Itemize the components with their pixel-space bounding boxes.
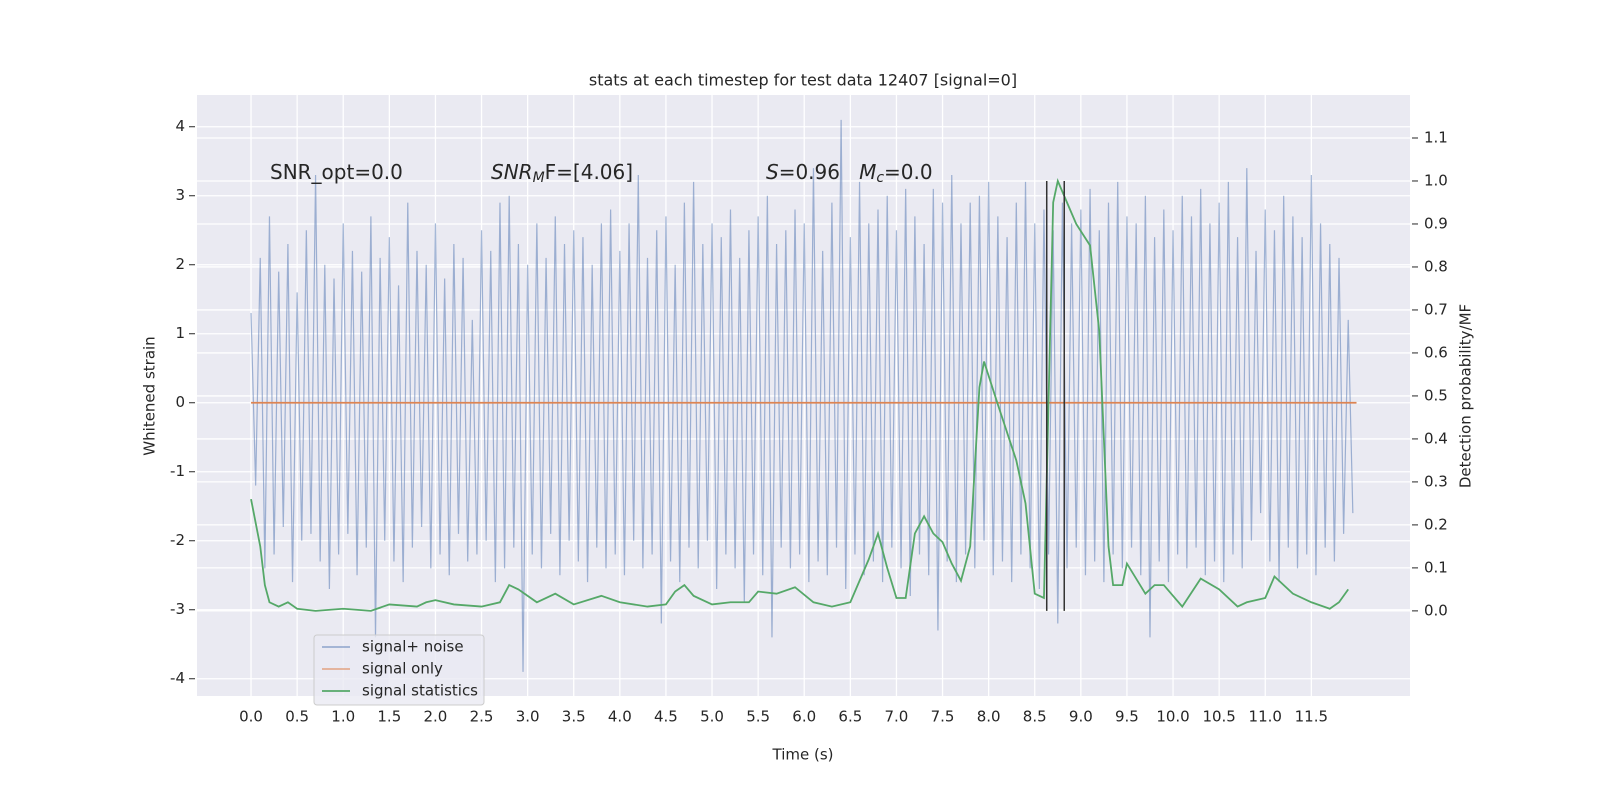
legend-label: signal statistics [362, 682, 478, 700]
legend-label: signal+ noise [362, 638, 464, 656]
annotation: S=0.96 Mc=0.0 [766, 160, 933, 187]
series-line [250, 119, 1354, 672]
x-tick-label: 5.5 [746, 708, 770, 726]
y2-tick-label: 0.2 [1424, 515, 1448, 533]
x-tick-label: 2.5 [470, 708, 494, 726]
y2-tick-label: 0.1 [1424, 558, 1448, 576]
x-tick-label: 0.0 [239, 708, 263, 726]
x-tick-label: 11.5 [1295, 708, 1328, 726]
legend-box [313, 634, 485, 706]
y2-tick-label: 0.4 [1424, 429, 1448, 447]
annotation-part: S [766, 160, 779, 184]
x-tick-label: 6.0 [792, 708, 816, 726]
annotation-part: SNR_opt=0.0 [270, 160, 403, 184]
annotation-part: =0.0 [884, 160, 933, 184]
y2-tick-label: 0.8 [1424, 257, 1448, 275]
y2-tick-label: 0.7 [1424, 300, 1448, 318]
marks [250, 119, 1357, 672]
series-line [250, 178, 1349, 612]
x-tick-label: 5.0 [700, 708, 724, 726]
annotation-part: M [859, 160, 876, 184]
y-tick-label: -4 [170, 669, 185, 687]
grid [197, 95, 1410, 696]
chart-title: stats at each timestep for test data 124… [589, 71, 1017, 90]
x-tick-label: 0.5 [285, 708, 309, 726]
annotation-part: M [533, 170, 545, 186]
y2-tick-label: 1.0 [1424, 171, 1448, 189]
y2-tick-label: 1.1 [1424, 128, 1448, 146]
y-tick-label: 4 [175, 117, 185, 135]
annotation-part: c [876, 170, 884, 186]
x-tick-label: 4.5 [654, 708, 678, 726]
x-tick-label: 7.0 [885, 708, 909, 726]
x-tick-label: 7.5 [931, 708, 955, 726]
y-axis-label: Whitened strain [141, 336, 159, 455]
y2-tick-label: 0.9 [1424, 214, 1448, 232]
y-tick-label: 0 [175, 393, 185, 411]
x-tick-label: 9.0 [1069, 708, 1093, 726]
legend-label: signal only [362, 660, 443, 678]
y2-tick-label: 0.3 [1424, 472, 1448, 490]
y-tick-label: -2 [170, 531, 185, 549]
x-tick-label: 1.5 [377, 708, 401, 726]
x-tick-label: 3.0 [516, 708, 540, 726]
y2-tick-label: 0.6 [1424, 343, 1448, 361]
labels: 0.0 0.5 1.0 1.5 2.0 2.5 3.0 3.5 4.0 4.5 5.0 5.5 6.0 6… [170, 117, 1448, 725]
x-tick-label: 8.5 [1023, 708, 1047, 726]
y-tick-label: -3 [170, 600, 185, 618]
x-tick-label: 10.0 [1156, 708, 1189, 726]
x-tick-label: 8.0 [977, 708, 1001, 726]
y2-tick-label: 0.5 [1424, 386, 1448, 404]
x-tick-label: 2.0 [424, 708, 448, 726]
x-axis-label: Time (s) [772, 746, 834, 764]
x-tick-label: 9.5 [1115, 708, 1139, 726]
x-tick-label: 10.5 [1202, 708, 1235, 726]
y2-axis-label: Detection probability/MF [1457, 304, 1475, 488]
annotation-part: F=[4.06] [545, 160, 633, 184]
x-tick-label: 3.5 [562, 708, 586, 726]
annotation: SNR_opt=0.0 [270, 160, 403, 184]
y-tick-label: -1 [170, 462, 185, 480]
annotation-part: SNR [491, 160, 533, 184]
x-tick-label: 6.5 [838, 708, 862, 726]
y-tick-label: 1 [175, 324, 185, 342]
annotation-part: =0.96 [779, 160, 859, 184]
x-tick-label: 4.0 [608, 708, 632, 726]
y-tick-label: 3 [175, 186, 185, 204]
x-tick-label: 1.0 [331, 708, 355, 726]
y-tick-label: 2 [175, 255, 185, 273]
annotation: SNRMF=[4.06] [491, 160, 633, 187]
y2-tick-label: 0.0 [1424, 601, 1448, 619]
x-tick-label: 11.0 [1249, 708, 1282, 726]
